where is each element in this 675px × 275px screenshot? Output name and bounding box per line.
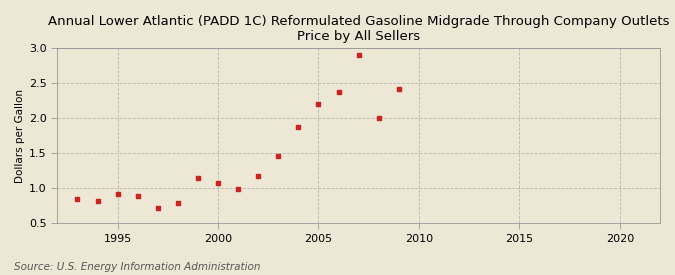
Point bbox=[293, 124, 304, 129]
Point bbox=[273, 154, 284, 158]
Point bbox=[132, 194, 143, 198]
Y-axis label: Dollars per Gallon: Dollars per Gallon bbox=[15, 89, 25, 183]
Point bbox=[353, 53, 364, 57]
Point bbox=[173, 200, 184, 205]
Title: Annual Lower Atlantic (PADD 1C) Reformulated Gasoline Midgrade Through Company O: Annual Lower Atlantic (PADD 1C) Reformul… bbox=[48, 15, 670, 43]
Point bbox=[153, 205, 163, 210]
Point bbox=[92, 199, 103, 204]
Point bbox=[333, 89, 344, 94]
Point bbox=[72, 197, 83, 202]
Point bbox=[313, 102, 324, 106]
Point bbox=[213, 180, 223, 185]
Point bbox=[394, 87, 404, 91]
Point bbox=[233, 187, 244, 191]
Text: Source: U.S. Energy Information Administration: Source: U.S. Energy Information Administ… bbox=[14, 262, 260, 272]
Point bbox=[192, 175, 203, 180]
Point bbox=[373, 115, 384, 120]
Point bbox=[112, 192, 123, 197]
Point bbox=[253, 173, 264, 178]
